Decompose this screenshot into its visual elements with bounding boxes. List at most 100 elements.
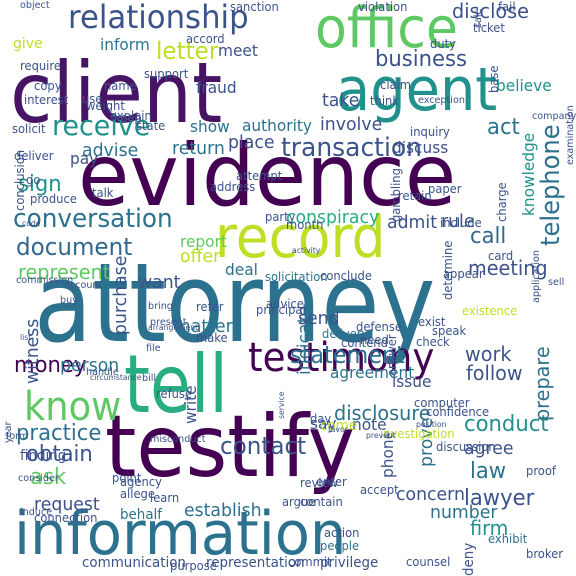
word-work: work — [465, 342, 512, 366]
word-deal: deal — [225, 260, 258, 279]
word-meeting: meeting — [468, 256, 548, 280]
word-talk: talk — [92, 186, 114, 200]
word-answer: answer — [385, 334, 399, 377]
word-receive: receive — [52, 109, 151, 142]
word-conclude: conclude — [320, 269, 372, 283]
word-disclosure: disclosure — [334, 401, 431, 425]
word-account: account — [64, 280, 103, 291]
word-testimony: testimony — [248, 335, 435, 381]
word-enter: enter — [316, 475, 347, 489]
word-concern: concern — [396, 484, 465, 505]
word-sign: sign — [18, 172, 62, 197]
word-weight: weight — [86, 99, 125, 113]
word-lawyer: lawyer — [464, 486, 535, 511]
word-letter: letter — [156, 37, 219, 65]
word-transaction: transaction — [281, 133, 422, 163]
word-exception: exception — [418, 95, 465, 106]
word-gambling: gambling — [389, 167, 403, 222]
word-accept: accept — [360, 483, 399, 497]
word-card: card — [488, 249, 514, 263]
word-solicitation: solicitation — [265, 270, 328, 284]
word-represent: represent — [18, 260, 111, 284]
word-disclose: disclose — [452, 0, 529, 23]
word-inform: inform — [100, 35, 150, 54]
word-connection: connection — [34, 511, 98, 525]
word-number: number — [430, 502, 498, 523]
word-people: people — [320, 539, 360, 553]
word-contact: contact — [220, 432, 307, 460]
word-require: require — [20, 59, 61, 73]
word-agree: agree — [464, 438, 514, 459]
word-agent: agent — [336, 55, 498, 125]
word-code: code — [22, 219, 41, 228]
word-support: support — [144, 67, 189, 81]
word-agreement: agreement — [330, 363, 415, 382]
word-authority: authority — [242, 116, 313, 135]
word-conversation: conversation — [13, 204, 173, 234]
word-know: know — [24, 384, 122, 430]
word-contain: contain — [300, 495, 343, 509]
word-base: base — [487, 65, 501, 93]
word-keep: keep — [114, 111, 142, 125]
word-principal: principal — [256, 303, 306, 317]
word-file: file — [146, 343, 161, 354]
word-agency: agency — [120, 475, 162, 489]
word-place: place — [228, 132, 275, 153]
word-telephone: telephone — [536, 124, 566, 246]
word-produce: produce — [30, 192, 77, 206]
word-information: information — [14, 499, 347, 569]
word-confidence: confidence — [426, 405, 490, 419]
word-circumstance: circumstance — [90, 373, 142, 382]
word-use: use — [82, 92, 103, 106]
word-privilege: privilege — [320, 555, 379, 571]
word-inquiry: inquiry — [410, 125, 450, 139]
word-consider: consider — [18, 473, 59, 484]
word-representation: representation — [206, 555, 305, 571]
word-investigation: investigation — [380, 427, 455, 441]
word-pay: pay — [70, 149, 99, 168]
word-activity: activity — [292, 246, 321, 255]
word-company: company — [531, 111, 576, 122]
word-refer: refer — [196, 300, 224, 314]
word-sanction: sanction — [230, 0, 279, 14]
word-paper: paper — [428, 182, 462, 196]
word-advice: advice — [266, 297, 304, 311]
word-explain: explain — [110, 109, 152, 123]
word-form: form — [6, 431, 29, 442]
word-come: come — [320, 418, 357, 434]
word-note: note — [352, 415, 387, 434]
word-duty: duty — [430, 37, 456, 51]
word-advise: advise — [82, 140, 139, 161]
word-buy: buy — [60, 295, 78, 306]
word-handle: handle — [86, 367, 119, 378]
word-commission: commission — [16, 275, 74, 286]
word-claim: claim — [380, 78, 412, 92]
word-person: person — [60, 355, 120, 376]
word-application: application — [531, 249, 542, 303]
word-relationship: relationship — [68, 0, 249, 36]
word-believe: believe — [496, 76, 552, 95]
word-want: want — [138, 272, 181, 293]
word-ticket: ticket — [473, 21, 505, 35]
word-point: point — [112, 471, 142, 485]
word-prepare: prepare — [530, 346, 554, 421]
word-testify: testify — [105, 397, 355, 497]
word-act: act — [487, 115, 520, 140]
word-issue: issue — [392, 372, 432, 391]
word-prevent: prevent — [366, 431, 396, 440]
word-take: take — [322, 90, 360, 111]
word-money: money — [14, 353, 87, 378]
word-service: service — [277, 391, 286, 419]
word-determine: determine — [441, 240, 455, 300]
word-give: give — [13, 36, 43, 52]
word-attorney: attorney — [34, 239, 436, 367]
word-day: day — [310, 412, 332, 426]
word-say: say — [310, 414, 337, 433]
word-report: report — [180, 232, 227, 251]
word-practice: practice — [16, 421, 102, 446]
word-induce: induce — [20, 507, 53, 518]
word-computer: computer — [414, 396, 470, 410]
word-office: office — [315, 0, 458, 61]
word-finding: finding — [20, 448, 67, 464]
